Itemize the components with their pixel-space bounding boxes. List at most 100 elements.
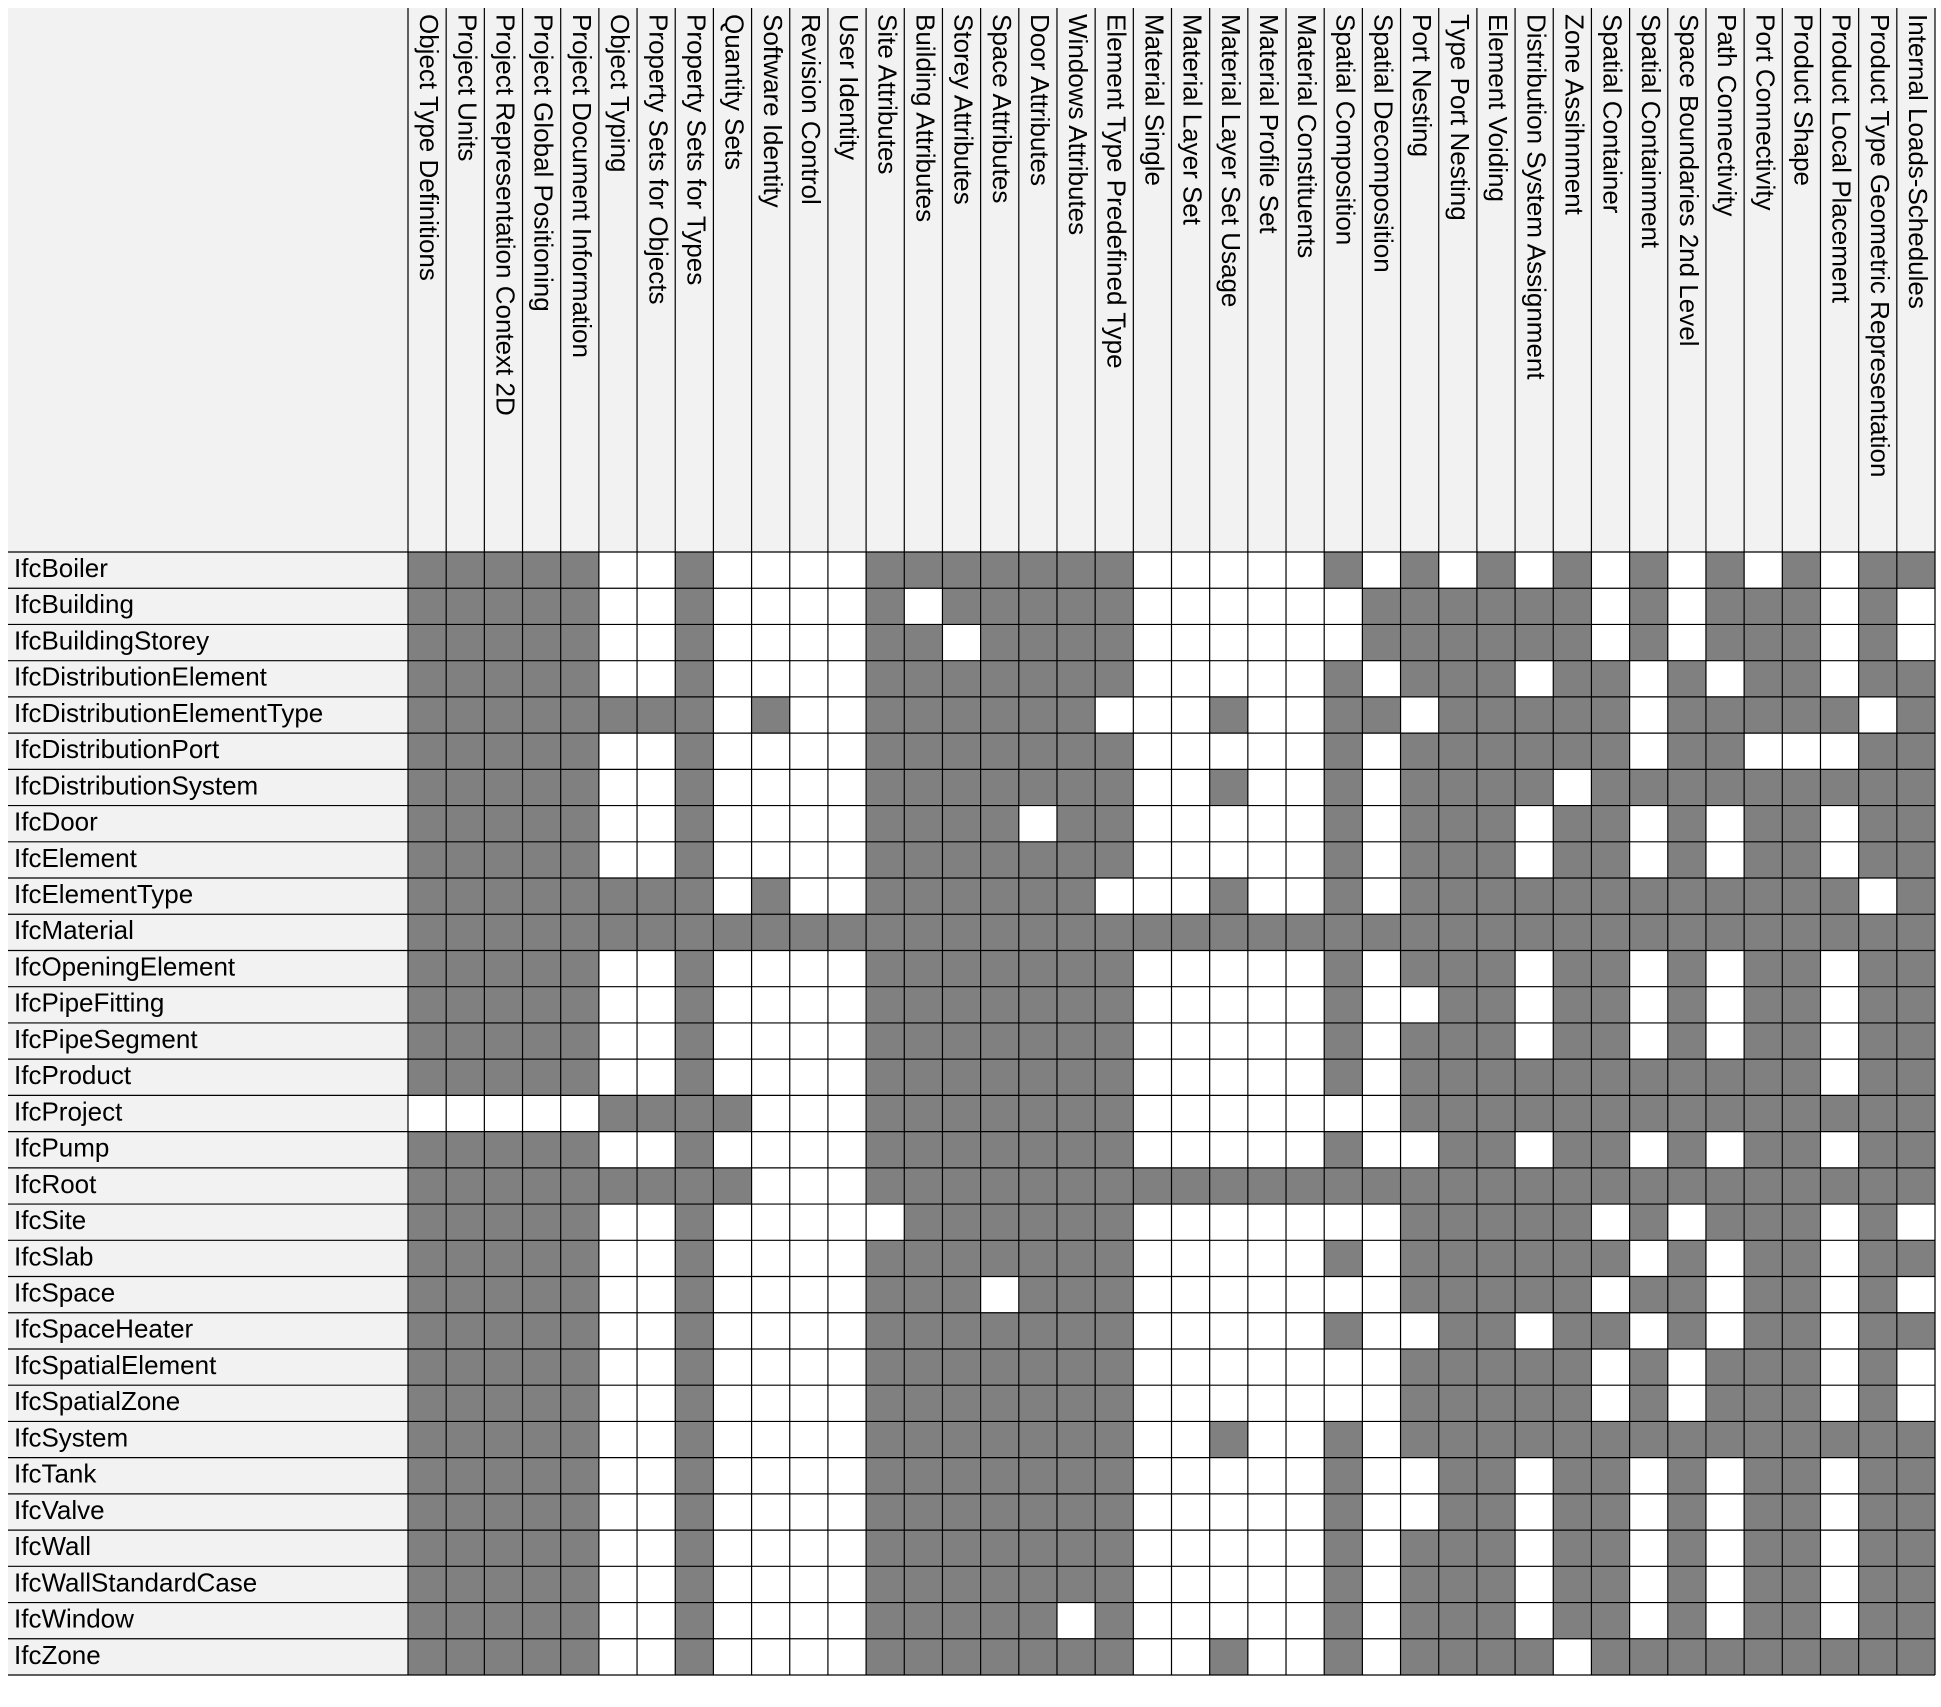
matrix-cell	[1629, 1493, 1668, 1531]
matrix-cell	[522, 1240, 561, 1277]
matrix-cell	[751, 1566, 790, 1603]
matrix-cell	[1438, 1385, 1477, 1422]
matrix-cell	[904, 733, 943, 770]
matrix-cell	[827, 1167, 867, 1205]
matrix-cell	[866, 1167, 905, 1205]
matrix-cell	[942, 914, 981, 951]
matrix-cell	[904, 1638, 943, 1675]
matrix-cell	[1476, 950, 1516, 987]
column-label: Product Shape	[1789, 14, 1819, 186]
matrix-cell	[1018, 1566, 1057, 1603]
matrix-cell	[866, 696, 905, 734]
matrix-cell	[866, 1493, 905, 1531]
matrix-cell	[1515, 1312, 1554, 1349]
matrix-cell	[1095, 1059, 1134, 1096]
matrix-cell	[1896, 950, 1935, 987]
matrix-cell	[1400, 1421, 1439, 1458]
matrix-cell	[1286, 1421, 1325, 1458]
matrix-cell	[522, 878, 561, 915]
matrix-cell	[789, 1240, 828, 1277]
matrix-cell	[598, 769, 638, 806]
matrix-cell	[827, 1385, 867, 1422]
matrix-cell	[1667, 624, 1706, 661]
matrix-cell	[1553, 805, 1592, 842]
matrix-cell	[942, 878, 981, 915]
matrix-cell	[1286, 805, 1325, 842]
matrix-cell	[1400, 805, 1439, 842]
row-label: IfcBoiler	[14, 553, 108, 583]
matrix-cell	[1591, 696, 1630, 734]
matrix-cell	[1858, 769, 1897, 806]
matrix-cell	[713, 624, 752, 661]
matrix-cell	[1782, 733, 1821, 770]
matrix-cell	[1553, 1167, 1592, 1205]
matrix-cell	[1820, 914, 1859, 951]
row-label: IfcDistributionPort	[14, 734, 220, 764]
matrix-cell	[598, 1530, 638, 1567]
matrix-cell	[1705, 1638, 1745, 1675]
matrix-cell	[751, 1276, 790, 1313]
matrix-cell	[1324, 1385, 1363, 1422]
matrix-cell	[446, 660, 485, 697]
matrix-cell	[866, 1131, 905, 1168]
matrix-cell	[1056, 841, 1096, 879]
matrix-cell	[1438, 1312, 1477, 1349]
matrix-cell	[1362, 1530, 1401, 1567]
matrix-cell	[446, 1348, 485, 1386]
matrix-cell	[1591, 1312, 1630, 1349]
matrix-cell	[446, 1059, 485, 1096]
matrix-cell	[1438, 733, 1477, 770]
matrix-cell	[560, 1167, 599, 1205]
matrix-cell	[789, 986, 828, 1023]
matrix-cell	[1171, 1131, 1210, 1168]
matrix-cell	[1744, 660, 1783, 697]
matrix-cell	[1667, 1204, 1706, 1241]
matrix-cell	[942, 1602, 981, 1639]
matrix-cell	[1324, 552, 1363, 589]
matrix-cell	[1705, 1348, 1745, 1386]
row-label: IfcSpatialZone	[14, 1386, 180, 1416]
matrix-cell	[1744, 1457, 1783, 1494]
matrix-cell	[942, 1276, 981, 1313]
matrix-cell	[980, 914, 1019, 951]
matrix-cell	[1629, 1312, 1668, 1349]
matrix-cell	[1133, 1530, 1172, 1567]
matrix-cell	[751, 914, 790, 951]
matrix-cell	[408, 950, 447, 987]
matrix-cell	[942, 1348, 981, 1386]
matrix-cell	[1896, 733, 1935, 770]
column-label: Space Boundaries 2nd Level	[1674, 14, 1704, 346]
matrix-cell	[980, 1638, 1019, 1675]
matrix-cell	[1667, 878, 1706, 915]
matrix-cell	[1209, 1530, 1248, 1567]
matrix-cell	[904, 1312, 943, 1349]
matrix-cell	[1705, 769, 1745, 806]
column-label: Door Attributes	[1025, 14, 1055, 186]
matrix-cell	[751, 841, 790, 879]
matrix-cell	[1476, 1095, 1516, 1132]
matrix-cell	[827, 1530, 867, 1567]
matrix-cell	[1515, 805, 1554, 842]
matrix-cell	[789, 1602, 828, 1639]
matrix-cell	[408, 588, 447, 625]
matrix-cell	[713, 696, 752, 734]
matrix-cell	[1667, 950, 1706, 987]
row-label: IfcSite	[14, 1205, 86, 1235]
matrix-cell	[560, 1022, 599, 1060]
matrix-cell	[1591, 1240, 1630, 1277]
matrix-cell	[408, 1566, 447, 1603]
matrix-cell	[1515, 660, 1554, 697]
matrix-cell	[751, 986, 790, 1023]
matrix-cell	[1515, 1167, 1554, 1205]
matrix-cell	[560, 986, 599, 1023]
matrix-cell	[1629, 878, 1668, 915]
matrix-cell	[1667, 1530, 1706, 1567]
matrix-cell	[904, 1493, 943, 1531]
matrix-cell	[1515, 1457, 1554, 1494]
matrix-cell	[866, 1022, 905, 1060]
matrix-cell	[1744, 1095, 1783, 1132]
matrix-cell	[1209, 1167, 1248, 1205]
matrix-cell	[1095, 624, 1134, 661]
matrix-cell	[1858, 1566, 1897, 1603]
matrix-cell	[1705, 1385, 1745, 1422]
